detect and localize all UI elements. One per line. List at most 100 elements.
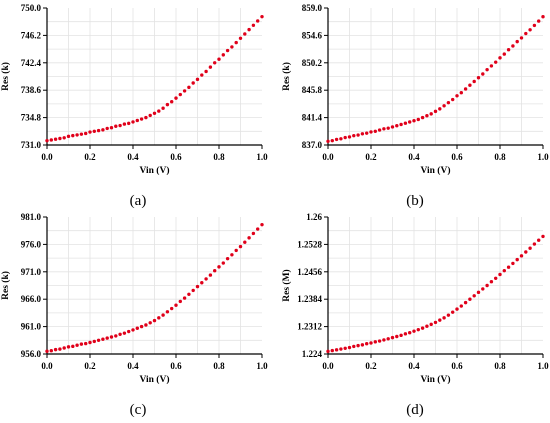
data-point-c [157, 316, 161, 320]
data-point-d [498, 272, 502, 277]
x-tick-label: 0.0 [322, 152, 334, 162]
data-point-c [66, 345, 71, 349]
data-point-d [352, 344, 356, 349]
data-point-a [256, 19, 260, 23]
data-point-c [96, 338, 101, 342]
data-point-b [506, 48, 511, 52]
data-point-b [463, 87, 468, 91]
data-point-a [157, 109, 161, 113]
data-point-d [459, 304, 463, 308]
data-point-d [515, 257, 519, 262]
y-tick-label: 1.2528 [297, 239, 322, 249]
data-point-c [191, 288, 195, 293]
data-point-c [84, 341, 88, 346]
data-point-b [442, 104, 446, 108]
x-tick-label: 0.4 [408, 152, 420, 162]
data-point-a [178, 92, 182, 97]
data-point-c [62, 346, 66, 350]
data-point-a [182, 89, 187, 93]
data-point-a [225, 48, 230, 53]
data-point-c [165, 310, 170, 314]
y-tick-label: 837.0 [302, 140, 323, 150]
panel-b: 0.0 0.2 0.4 0.6 0.8 1.0 837.0 841.4 845.8 850.2 85… [281, 3, 549, 176]
data-point-c [251, 231, 256, 236]
data-point-a [161, 106, 165, 110]
y-tick-label: 1.2312 [297, 322, 322, 332]
data-point-b [386, 126, 390, 130]
x-tick-label: 0.8 [494, 361, 506, 371]
data-point-d [472, 294, 476, 298]
data-point-a [122, 122, 127, 126]
data-point-d [494, 276, 498, 280]
x-tick-label: 0.2 [84, 361, 96, 371]
data-point-d [451, 310, 455, 314]
caption-c: (c) [129, 402, 147, 418]
data-point-b [489, 64, 494, 68]
y-tick-label: 859.0 [302, 3, 323, 13]
data-point-a [45, 138, 49, 143]
caption-a: (a) [129, 193, 147, 209]
data-point-b [468, 83, 472, 87]
data-point-d [382, 338, 386, 342]
panel-a: 0.0 0.2 0.4 0.6 0.8 1.0 731.0 734.8 738.6 742.4 74… [0, 3, 268, 176]
data-point-d [511, 261, 515, 266]
y-tick-label: 841.4 [302, 113, 323, 123]
data-point-d [369, 341, 373, 345]
y-tick-label: 966.0 [21, 294, 42, 304]
data-point-d [365, 342, 369, 346]
data-point-c [170, 306, 174, 311]
data-point-c [144, 323, 148, 327]
data-point-b [459, 90, 463, 95]
data-point-c [101, 337, 105, 341]
data-point-a [53, 137, 58, 141]
data-point-d [425, 324, 429, 328]
data-point-c [109, 335, 114, 339]
data-point-a [118, 123, 122, 128]
data-point-b [412, 119, 416, 123]
x-axis-label: Vin (V) [421, 374, 451, 385]
data-point-c [230, 253, 234, 257]
y-tick-label: 734.8 [21, 113, 42, 123]
data-point-d [446, 313, 451, 317]
data-point-b [403, 121, 408, 125]
data-point-d [395, 334, 399, 339]
x-tick-label: 1.0 [256, 152, 268, 162]
y-tick-label: 1.224 [302, 349, 323, 359]
data-point-b [369, 130, 373, 134]
data-point-a [58, 136, 62, 141]
data-point-a [88, 130, 92, 134]
data-point-b [519, 36, 524, 40]
data-point-b [326, 139, 330, 143]
y-tick-label: 1.2456 [297, 267, 322, 277]
data-point-a [127, 121, 131, 126]
data-point-d [360, 343, 365, 347]
x-tick-label: 0.6 [451, 152, 463, 162]
data-point-c [187, 292, 191, 296]
y-tick-label: 845.8 [302, 85, 323, 95]
data-point-c [58, 347, 62, 351]
data-point-a [174, 96, 178, 100]
y-tick-label: 738.6 [21, 85, 42, 95]
data-point-d [386, 337, 390, 341]
x-tick-label: 0.4 [127, 361, 139, 371]
y-tick-label: 750.0 [21, 3, 42, 13]
data-point-d [528, 246, 532, 250]
data-point-d [429, 322, 433, 327]
y-tick-label: 956.0 [21, 349, 42, 359]
data-point-c [53, 347, 58, 352]
x-tick-label: 0.0 [41, 152, 53, 162]
data-point-a [144, 115, 148, 120]
data-point-b [399, 122, 403, 127]
data-point-d [481, 287, 485, 291]
data-point-c [195, 284, 200, 289]
data-point-c [238, 244, 243, 249]
data-point-d [416, 327, 420, 332]
x-axis-label: Vin (V) [140, 165, 170, 176]
data-point-b [541, 15, 545, 19]
data-point-b [373, 129, 377, 133]
data-point-a [148, 113, 152, 118]
data-point-c [243, 240, 247, 244]
data-point-b [416, 117, 420, 122]
data-point-d [468, 297, 472, 301]
